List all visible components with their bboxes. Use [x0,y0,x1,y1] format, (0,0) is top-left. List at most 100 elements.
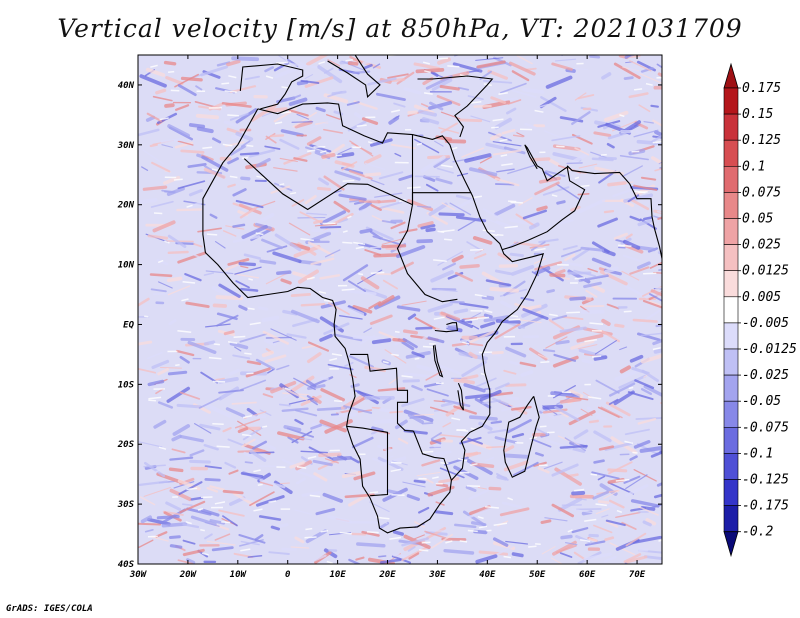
field-streak [520,297,535,302]
field-streak [389,78,406,83]
field-streak [349,200,360,203]
field-streak [607,181,627,187]
field-streak [536,205,548,212]
field-streak [636,245,656,252]
field-streak [465,58,482,63]
field-streak [304,536,317,539]
lat-label: 30N [117,141,135,151]
field-streak [508,61,536,76]
field-streak [645,518,657,526]
field-streak [349,456,360,464]
field-streak [643,272,657,275]
field-streak [629,354,644,363]
field-streak [246,144,254,147]
field-streak [540,361,550,364]
field-streak [274,233,302,252]
field-streak [343,405,373,414]
field-streak [422,61,430,65]
field-streak [559,411,569,418]
field-streak [288,222,311,236]
field-streak [537,353,549,360]
field-streak [618,244,632,248]
field-streak [273,167,298,172]
field-streak [227,157,239,165]
field-streak [389,410,404,414]
field-streak [344,493,375,499]
field-streak [239,152,260,156]
field-streak [623,475,641,484]
field-streak [595,415,607,421]
field-streak [252,440,268,450]
field-streak [377,201,403,210]
field-streak [290,546,310,549]
field-streak [593,131,612,137]
field-streak [398,437,409,445]
colorbar-label: 0.0125 [742,264,789,279]
field-streak [401,397,425,408]
colorbar-swatch [723,113,739,141]
field-streak [476,60,506,69]
field-streak [310,423,322,430]
field-streak [553,353,577,362]
field-streak [580,408,593,416]
field-streak [559,326,587,333]
field-streak [604,266,619,274]
field-streak [432,450,452,456]
field-streak [507,164,536,175]
field-streak [363,327,373,333]
field-streak [382,360,389,364]
field-streak [401,375,413,378]
field-streak [538,238,559,244]
field-streak [185,301,210,309]
field-streak [417,205,432,208]
field-streak [490,133,502,141]
field-streak [593,355,608,361]
field-streak [350,383,360,388]
field-streak [544,517,568,522]
field-streak [177,559,194,564]
field-streak [364,154,382,165]
field-streak [650,104,659,108]
field-streak [533,461,547,467]
field-streak [624,428,650,436]
field-streak [371,406,381,409]
field-streak [645,82,653,86]
field-streak [195,113,219,120]
field-streak [634,88,643,91]
field-streak [541,546,556,555]
field-streak [429,101,444,111]
field-streak [420,155,446,173]
field-streak [616,509,623,514]
field-streak [320,300,346,309]
field-streak [200,529,205,532]
field-streak [561,55,564,56]
field-streak [256,495,285,507]
field-streak [503,146,526,155]
field-streak [370,203,382,212]
field-streak [421,422,434,425]
field-streak [142,149,165,165]
field-streak [564,437,586,452]
field-streak [650,289,662,297]
field-streak [556,200,566,205]
field-streak [173,178,183,181]
field-streak [605,520,619,528]
field-streak [218,509,245,517]
field-streak [534,181,560,196]
field-streak [274,182,293,192]
field-streak [629,266,650,275]
field-streak [612,188,635,198]
field-streak [600,406,623,419]
field-streak [580,246,605,252]
field-streak [442,398,471,408]
field-streak [297,269,319,284]
lat-label: 30S [117,500,135,510]
field-streak [494,323,521,340]
field-streak [414,534,425,540]
field-streak [444,238,453,241]
field-streak [138,368,157,374]
field-streak [418,506,430,514]
field-streak [491,350,504,355]
field-streak [624,440,634,445]
field-streak [270,525,280,531]
